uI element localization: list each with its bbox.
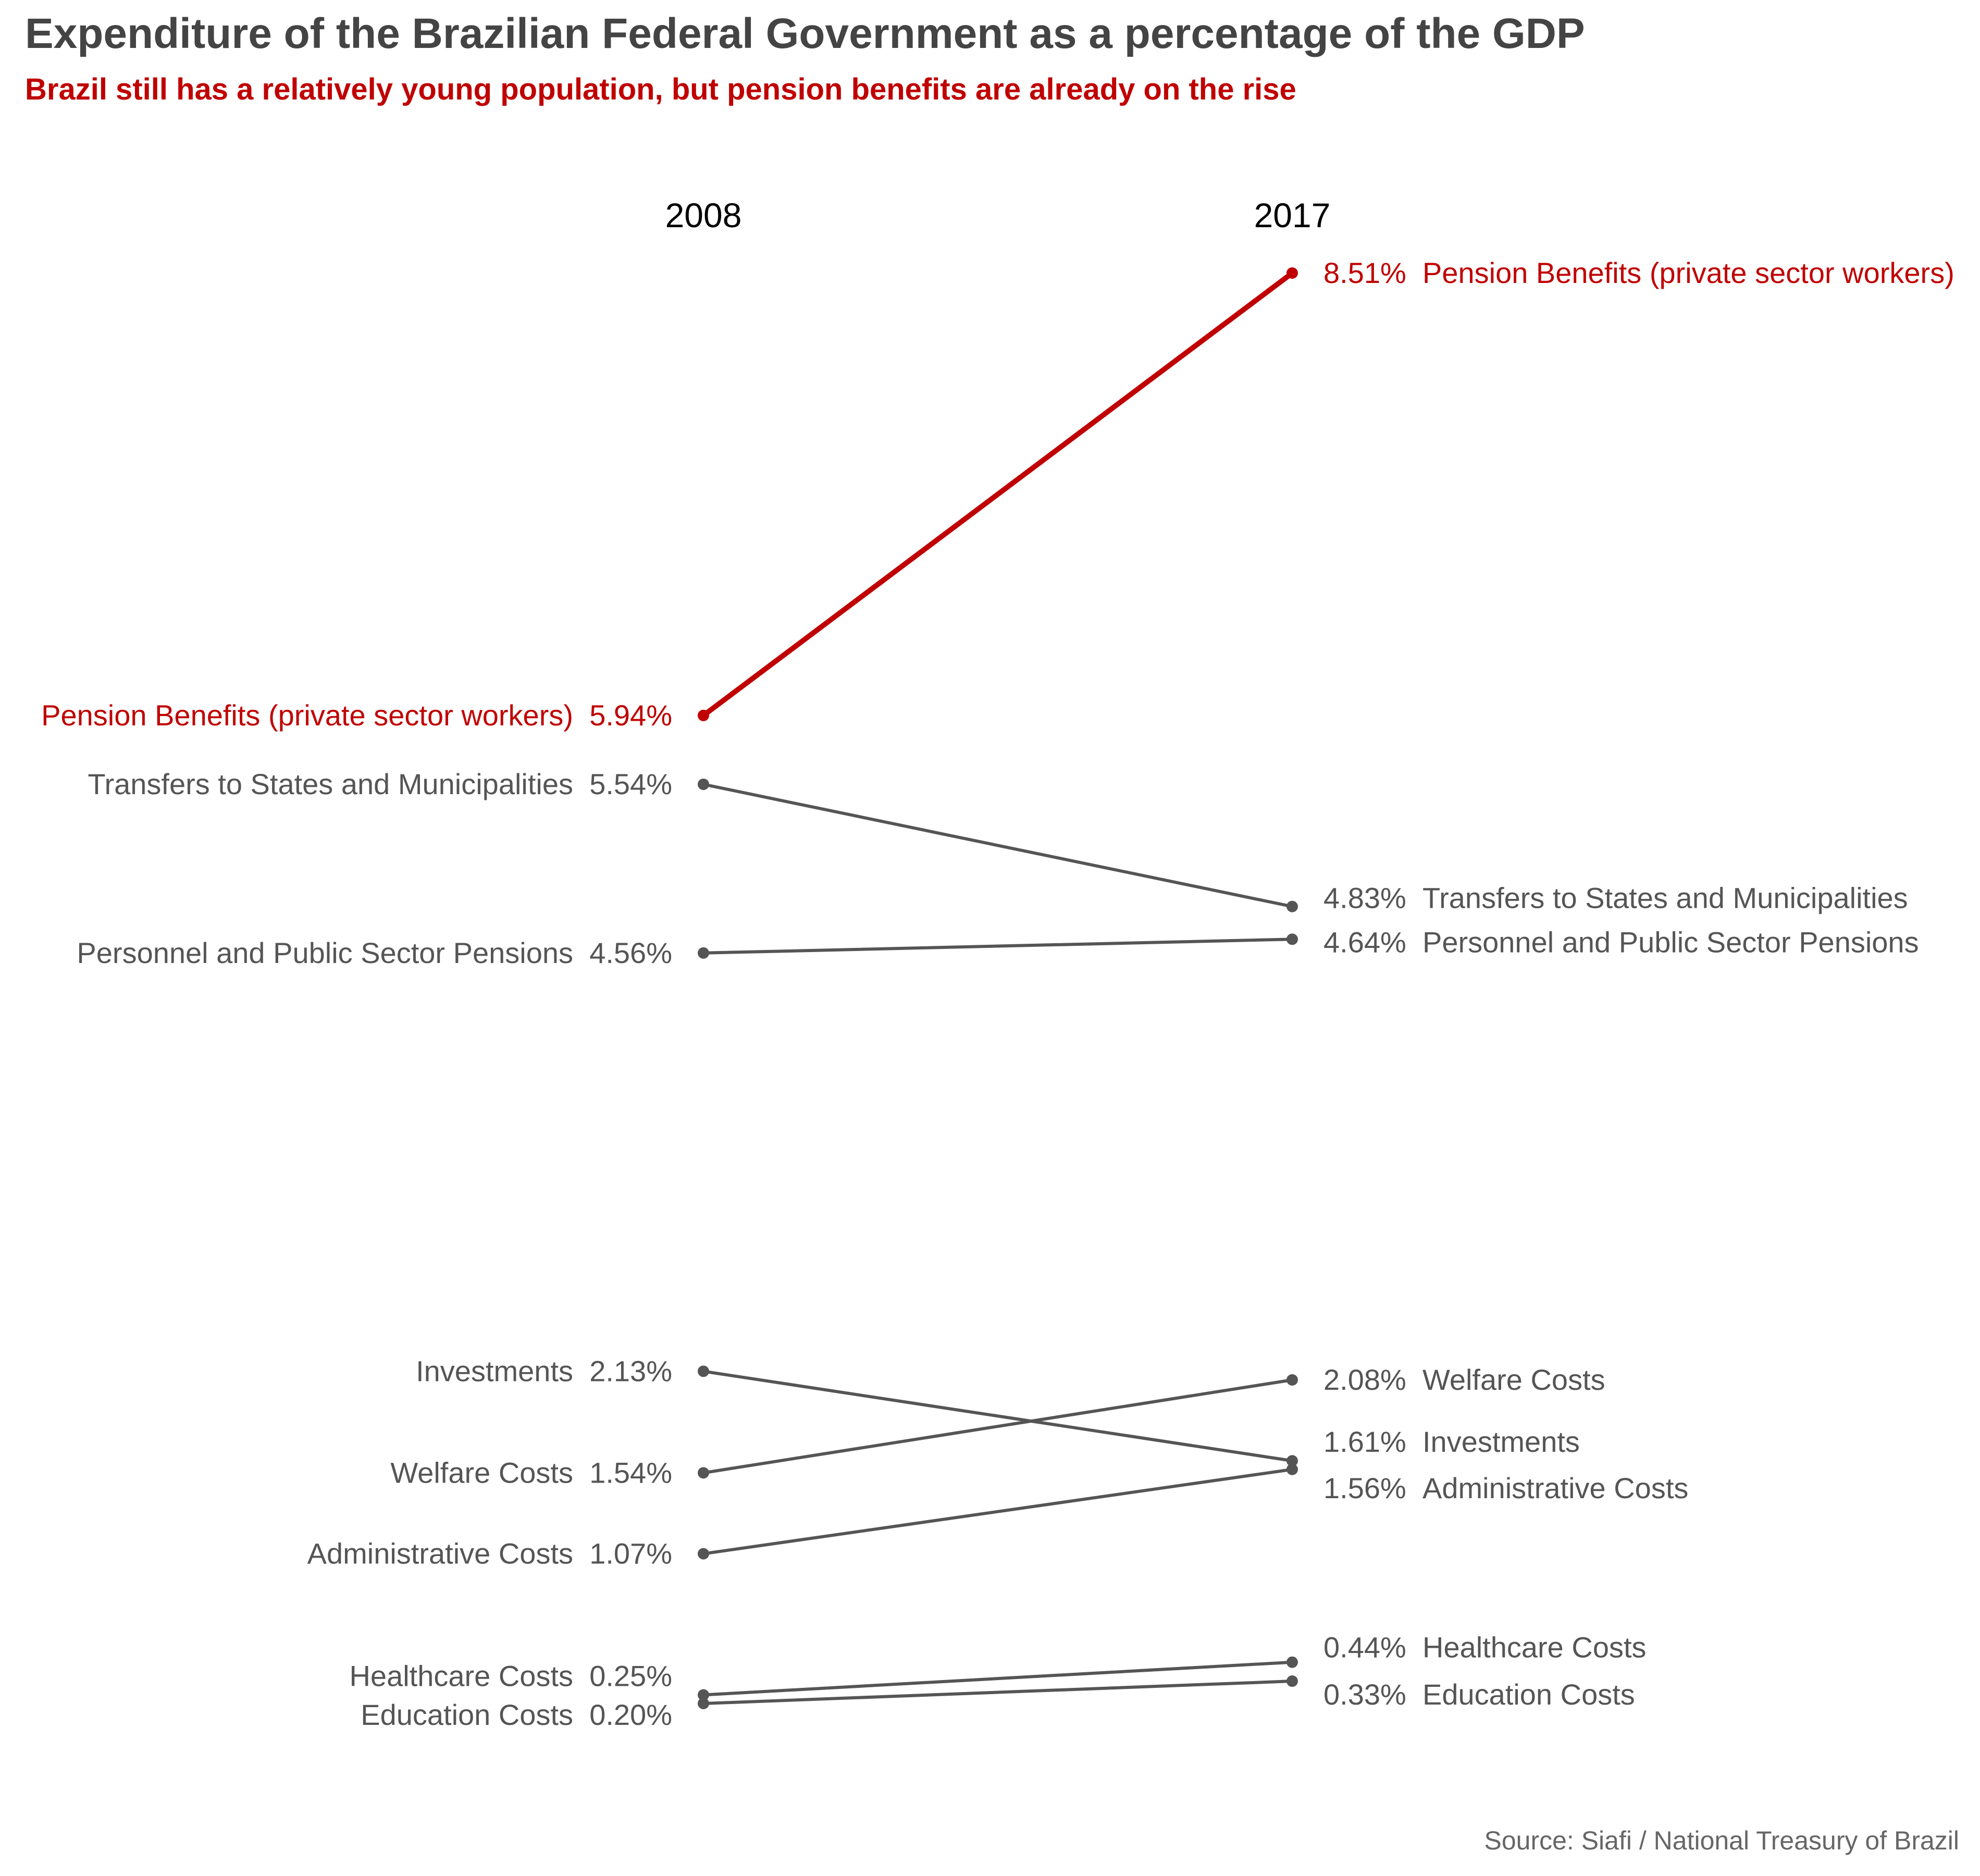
- series-line-pension-benefits-private-sector-workers: [701, 270, 1295, 718]
- value-label-2017-pension-benefits-private-sector-workers: 8.51%: [1323, 256, 1406, 289]
- series-label-2008-pension-benefits-private-sector-workers: Pension Benefits (private sector workers…: [41, 699, 573, 732]
- point-2008-investments: [698, 1365, 709, 1377]
- value-label-2008-healthcare-costs: 0.25%: [589, 1659, 672, 1692]
- series-label-2017-transfers-to-states-and-municipalities: Transfers to States and Municipalities: [1422, 882, 1908, 915]
- point-2017-transfers-to-states-and-municipalities: [1286, 900, 1298, 912]
- source-note: Source: Siafi / National Treasury of Bra…: [1484, 1826, 1960, 1855]
- series-line-administrative-costs: [702, 1467, 1294, 1556]
- point-2017-welfare-costs: [1286, 1374, 1298, 1386]
- value-label-2017-transfers-to-states-and-municipalities: 4.83%: [1323, 882, 1406, 915]
- value-label-2008-education-costs: 0.20%: [589, 1698, 672, 1731]
- point-2008-personnel-and-public-sector-pensions: [698, 947, 709, 959]
- series-label-2008-investments: Investments: [416, 1354, 573, 1387]
- series-label-2008-administrative-costs: Administrative Costs: [307, 1537, 573, 1570]
- series-label-2017-pension-benefits-private-sector-workers: Pension Benefits (private sector workers…: [1422, 256, 1954, 289]
- point-2017-investments: [1286, 1455, 1298, 1467]
- value-label-2008-transfers-to-states-and-municipalities: 5.54%: [589, 768, 672, 800]
- point-2008-healthcare-costs: [698, 1689, 709, 1701]
- series-line-education-costs: [702, 1680, 1294, 1705]
- series-label-2017-personnel-and-public-sector-pensions: Personnel and Public Sector Pensions: [1422, 925, 1919, 958]
- series-label-2008-education-costs: Education Costs: [361, 1698, 573, 1731]
- series-label-2017-welfare-costs: Welfare Costs: [1422, 1363, 1605, 1396]
- series-label-2017-healthcare-costs: Healthcare Costs: [1422, 1631, 1647, 1664]
- value-label-2008-administrative-costs: 1.07%: [589, 1537, 672, 1570]
- point-2017-pension-benefits-private-sector-workers: [1286, 267, 1298, 279]
- series-label-2008-personnel-and-public-sector-pensions: Personnel and Public Sector Pensions: [77, 936, 573, 969]
- point-2008-education-costs: [698, 1698, 709, 1709]
- point-2008-transfers-to-states-and-municipalities: [698, 779, 709, 791]
- value-label-2017-personnel-and-public-sector-pensions: 4.64%: [1323, 925, 1406, 958]
- year-label-2008: 2008: [665, 196, 742, 234]
- value-label-2017-administrative-costs: 1.56%: [1323, 1472, 1406, 1504]
- chart-subtitle: Brazil still has a relatively young popu…: [25, 72, 1296, 106]
- series-label-2017-administrative-costs: Administrative Costs: [1422, 1472, 1688, 1504]
- point-2008-administrative-costs: [698, 1548, 709, 1560]
- series-line-welfare-costs: [702, 1378, 1294, 1475]
- series-label-2008-healthcare-costs: Healthcare Costs: [349, 1659, 573, 1692]
- value-label-2017-welfare-costs: 2.08%: [1323, 1363, 1406, 1396]
- series-label-2008-transfers-to-states-and-municipalities: Transfers to States and Municipalities: [88, 768, 573, 800]
- series-label-2017-investments: Investments: [1422, 1425, 1580, 1458]
- value-label-2008-pension-benefits-private-sector-workers: 5.94%: [589, 699, 672, 732]
- year-label-2017: 2017: [1254, 196, 1331, 234]
- series-line-transfers-to-states-and-municipalities: [702, 783, 1294, 908]
- point-2017-administrative-costs: [1286, 1463, 1298, 1475]
- series-line-investments: [702, 1369, 1294, 1463]
- value-label-2008-welfare-costs: 1.54%: [589, 1456, 672, 1489]
- series-label-2008-welfare-costs: Welfare Costs: [390, 1456, 573, 1489]
- series-label-2017-education-costs: Education Costs: [1422, 1678, 1635, 1711]
- chart-title: Expenditure of the Brazilian Federal Gov…: [25, 10, 1585, 57]
- value-label-2017-investments: 1.61%: [1323, 1425, 1406, 1458]
- series-line-personnel-and-public-sector-pensions: [702, 937, 1294, 955]
- value-label-2017-healthcare-costs: 0.44%: [1323, 1631, 1406, 1664]
- point-2017-education-costs: [1286, 1675, 1298, 1687]
- value-label-2008-personnel-and-public-sector-pensions: 4.56%: [589, 936, 672, 969]
- point-2017-healthcare-costs: [1286, 1656, 1298, 1668]
- value-label-2017-education-costs: 0.33%: [1323, 1678, 1406, 1711]
- series-line-healthcare-costs: [702, 1660, 1294, 1697]
- value-label-2008-investments: 2.13%: [589, 1354, 672, 1387]
- point-2008-pension-benefits-private-sector-workers: [698, 709, 709, 721]
- point-2017-personnel-and-public-sector-pensions: [1286, 933, 1298, 945]
- point-2008-welfare-costs: [698, 1467, 709, 1479]
